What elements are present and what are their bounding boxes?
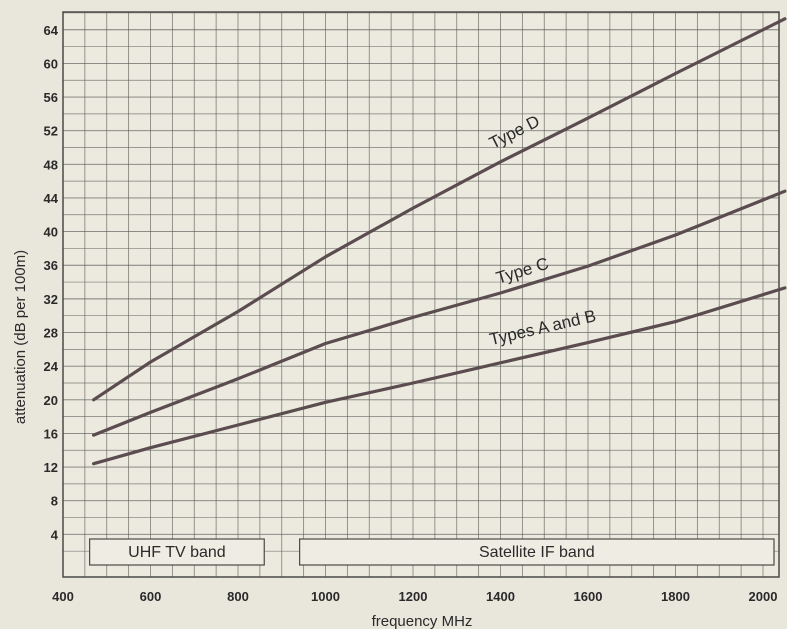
- x-tick-label: 600: [140, 589, 162, 604]
- y-axis-label: attenuation (dB per 100m): [12, 250, 29, 424]
- y-tick-label: 36: [44, 258, 58, 273]
- band-box: [89, 538, 265, 566]
- y-tick-label: 32: [44, 292, 58, 307]
- y-tick-label: 16: [44, 426, 58, 441]
- x-tick-label: 1400: [486, 589, 515, 604]
- y-tick-label: 12: [44, 460, 58, 475]
- x-tick-label: 1200: [399, 589, 428, 604]
- y-tick-label: 40: [44, 225, 58, 240]
- tick-labels: 400 600 800 1000 1200 1400 1600 1800 20004812162…: [44, 23, 778, 604]
- plot-area: [63, 12, 779, 577]
- y-tick-label: 48: [44, 157, 58, 172]
- x-tick-label: 2000: [749, 589, 778, 604]
- y-tick-label: 4: [51, 527, 59, 542]
- y-tick-label: 64: [44, 23, 59, 38]
- series-line: [91, 189, 787, 437]
- series-line: [91, 286, 787, 466]
- x-tick-label: 1800: [661, 589, 690, 604]
- band-label: Satellite IF band: [479, 544, 595, 561]
- y-tick-label: 8: [51, 494, 58, 509]
- band-boxes: UHF TV band Satellite IF band: [89, 538, 775, 566]
- band-label: UHF TV band: [128, 544, 226, 561]
- series-line: [91, 17, 787, 402]
- y-tick-label: 60: [44, 56, 58, 71]
- band-box: [299, 538, 775, 566]
- y-tick-label: 20: [44, 393, 58, 408]
- x-tick-label: 1600: [574, 589, 603, 604]
- x-tick-label: 1000: [311, 589, 340, 604]
- y-tick-label: 44: [44, 191, 59, 206]
- x-tick-label: 400: [52, 589, 74, 604]
- grid: [62, 11, 780, 578]
- y-tick-label: 24: [44, 359, 59, 374]
- y-tick-label: 52: [44, 124, 58, 139]
- series-lines: [91, 17, 787, 466]
- y-tick-label: 28: [44, 326, 58, 341]
- plot-frame: [62, 11, 780, 578]
- y-tick-label: 56: [44, 90, 58, 105]
- x-axis-label: frequency MHz: [372, 613, 473, 629]
- x-tick-label: 800: [227, 589, 249, 604]
